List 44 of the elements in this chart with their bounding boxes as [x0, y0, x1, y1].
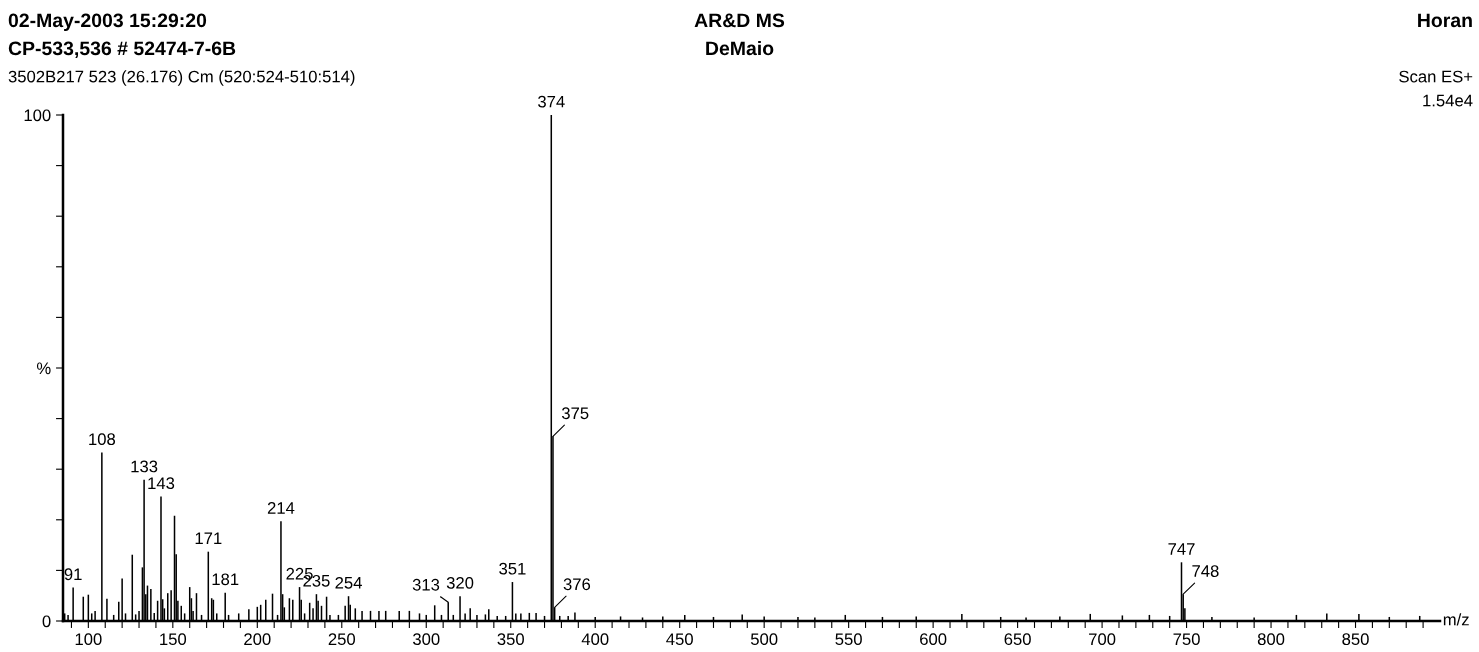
- annotation: 181: [212, 573, 239, 586]
- x-tick-label: 500: [750, 633, 778, 646]
- x-tick-label: 700: [1089, 633, 1116, 646]
- x-tick-label: 450: [666, 633, 693, 646]
- x-tick-label: 350: [497, 633, 524, 646]
- x-tick-label: 850: [1342, 633, 1369, 646]
- x-tick-label: 800: [1257, 633, 1285, 646]
- text: CP-533,536 # 52474-7-6B: [8, 41, 236, 59]
- x-tick-label: 150: [160, 633, 187, 646]
- y-tick-label: 100: [24, 109, 51, 122]
- annotation: 320: [446, 576, 474, 589]
- text: Horan: [1418, 13, 1472, 28]
- chart-title: AR&D MS: [694, 13, 785, 28]
- annotation: 747: [1168, 543, 1195, 555]
- x-tick-label: 400: [581, 633, 609, 646]
- annotation: 375: [561, 407, 589, 420]
- annotation: 108: [89, 433, 116, 446]
- text: Scan ES+: [1399, 70, 1473, 83]
- annotation: 171: [195, 532, 222, 545]
- chart-subtitle: DeMaio: [706, 40, 774, 56]
- x-tick-label: 650: [1004, 633, 1031, 646]
- x-tick-label: 600: [920, 633, 947, 646]
- x-axis-title: m/z: [1443, 613, 1469, 626]
- x-tick-label: 100: [75, 633, 102, 646]
- y-tick-label: %: [36, 362, 51, 375]
- annotation: 254: [335, 576, 362, 589]
- text: 02-May-2003 15:29:20: [8, 13, 207, 32]
- x-tick-label: 200: [244, 633, 271, 646]
- annotation: 91: [64, 568, 82, 581]
- annotation: 374: [538, 95, 565, 108]
- annotation: 351: [499, 562, 526, 575]
- x-tick-label: 750: [1173, 633, 1200, 646]
- x-tick-label: 250: [328, 633, 356, 646]
- y-tick-label: 0: [42, 615, 51, 628]
- annotation: 748: [1192, 565, 1219, 577]
- annotation: 313: [412, 578, 440, 591]
- x-tick-label: 550: [835, 633, 862, 646]
- annotation: 143: [148, 477, 175, 490]
- x-tick-label: 300: [412, 633, 440, 646]
- text: 1.54e4: [1423, 94, 1473, 107]
- annotation: 214: [267, 502, 295, 514]
- text: 3502B217 523 (26.176) Cm (520:524-510:514): [8, 70, 355, 86]
- annotation: 376: [563, 578, 591, 591]
- annotation: 133: [131, 460, 158, 473]
